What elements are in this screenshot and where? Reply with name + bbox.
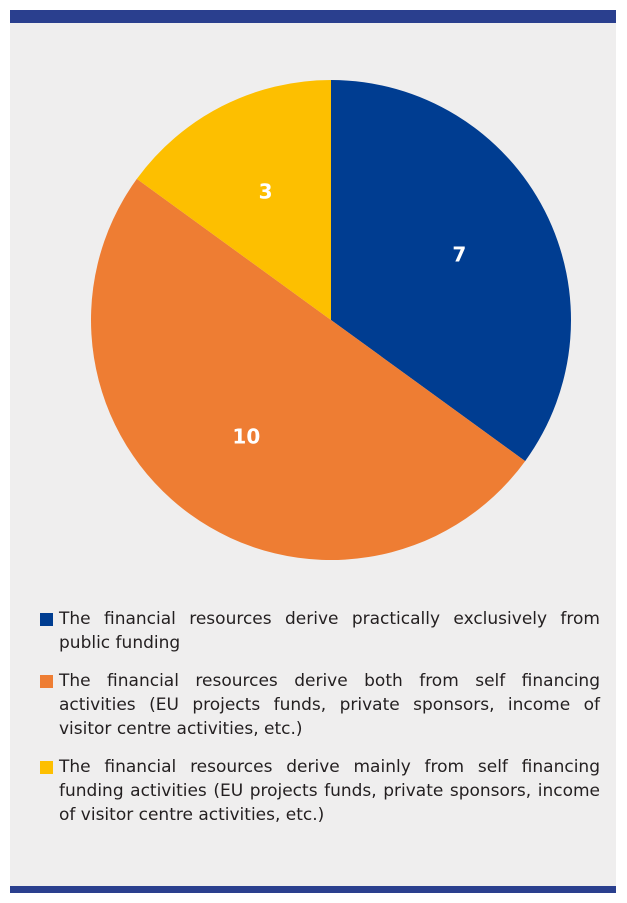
legend-text: The financial resources derive both from… [59, 671, 600, 739]
chart-card: 7 10 3 The financial resources derive prac… [10, 10, 616, 893]
legend-text: The financial resources derive mainly fr… [59, 757, 600, 825]
pie-slice-0 [331, 80, 571, 462]
legend-swatch [40, 613, 53, 626]
slice-value-label: 3 [259, 180, 273, 204]
pie-slice-1 [91, 178, 526, 561]
slice-value-label: 10 [232, 424, 260, 448]
legend: The financial resources derive practical… [40, 607, 600, 841]
pie-chart: 7 10 3 [91, 80, 571, 561]
legend-item-public-funding: The financial resources derive practical… [40, 607, 600, 655]
pie-slice-2 [136, 80, 331, 320]
top-accent-bar [10, 10, 616, 23]
legend-swatch [40, 675, 53, 688]
legend-item-both-sources: The financial resources derive both from… [40, 669, 600, 741]
legend-swatch [40, 761, 53, 774]
bottom-accent-bar [10, 886, 616, 893]
legend-item-self-financing: The financial resources derive mainly fr… [40, 755, 600, 827]
slice-value-label: 7 [452, 243, 466, 267]
legend-text: The financial resources derive practical… [59, 609, 600, 653]
